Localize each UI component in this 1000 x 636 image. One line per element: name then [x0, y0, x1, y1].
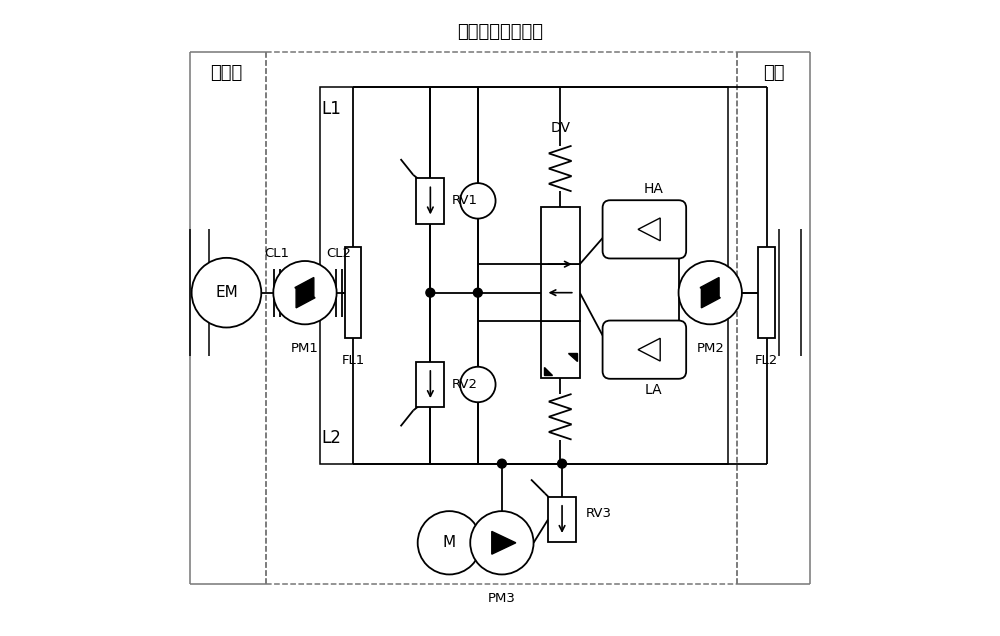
Text: FL2: FL2: [755, 354, 778, 367]
Bar: [345, 247, 361, 338]
Text: 动力源: 动力源: [210, 64, 243, 82]
Text: PM1: PM1: [291, 342, 319, 355]
Text: L1: L1: [322, 100, 342, 118]
Bar: [758, 247, 775, 338]
Text: FL1: FL1: [341, 354, 365, 367]
Polygon shape: [700, 277, 719, 298]
FancyBboxPatch shape: [603, 200, 686, 258]
Bar: [541, 264, 580, 321]
Circle shape: [558, 459, 566, 468]
Text: CL2: CL2: [327, 247, 352, 260]
Text: DV: DV: [550, 121, 570, 135]
Circle shape: [473, 288, 482, 297]
Polygon shape: [296, 287, 315, 308]
Bar: [541, 207, 580, 264]
Circle shape: [460, 183, 496, 219]
Text: EM: EM: [215, 285, 238, 300]
Text: RV1: RV1: [452, 195, 478, 207]
Text: LA: LA: [645, 383, 663, 398]
Circle shape: [460, 367, 496, 402]
FancyBboxPatch shape: [603, 321, 686, 379]
Circle shape: [273, 261, 337, 324]
Text: CL1: CL1: [265, 247, 290, 260]
Bar: [416, 178, 444, 224]
Circle shape: [497, 459, 506, 468]
Circle shape: [679, 261, 742, 324]
Polygon shape: [492, 532, 516, 554]
Bar: [548, 497, 576, 542]
Bar: [541, 321, 580, 378]
Text: RV2: RV2: [452, 378, 478, 391]
Polygon shape: [701, 287, 720, 308]
Text: RV3: RV3: [586, 506, 612, 520]
Bar: [416, 362, 444, 407]
Polygon shape: [295, 277, 314, 298]
Bar: [320, 87, 728, 464]
Circle shape: [192, 258, 261, 328]
Text: 负载: 负载: [763, 64, 784, 82]
Text: HA: HA: [644, 182, 664, 196]
Polygon shape: [544, 367, 552, 375]
Polygon shape: [568, 353, 577, 361]
Text: PM2: PM2: [696, 342, 724, 355]
Circle shape: [426, 288, 435, 297]
Text: M: M: [443, 536, 456, 550]
Text: 机液混合驱动系统: 机液混合驱动系统: [457, 23, 543, 41]
Text: L2: L2: [322, 429, 342, 447]
Circle shape: [470, 511, 534, 574]
Circle shape: [418, 511, 481, 574]
Text: PM3: PM3: [488, 592, 516, 605]
